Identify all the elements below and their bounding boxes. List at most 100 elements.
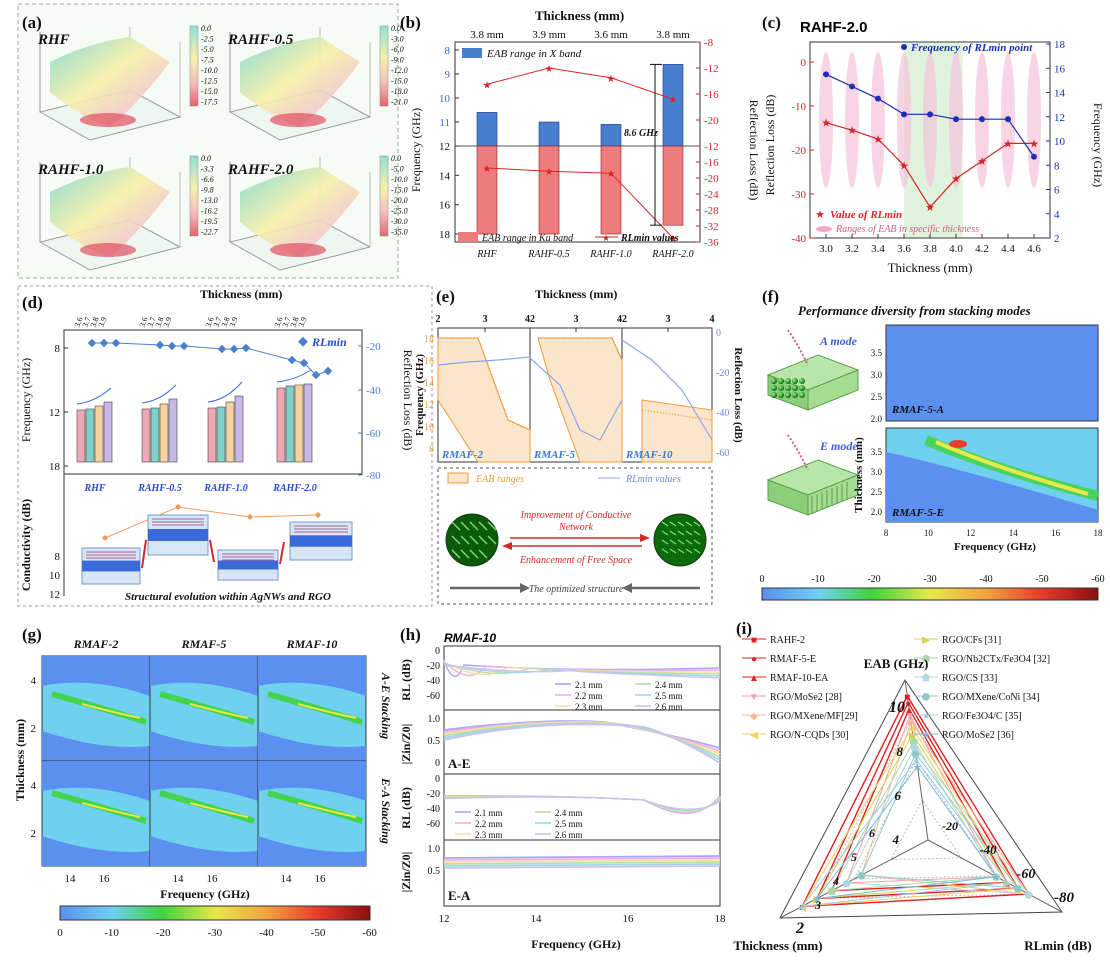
mode-label: A mode (819, 334, 858, 348)
legend-label: 2.6 mm (655, 702, 683, 712)
heatmap-label: RMAF-5-E (891, 507, 944, 519)
y2-tick-label: -20 (704, 173, 719, 185)
y-tick-label: -40 (791, 233, 806, 245)
x-tick-label: 3.4 (871, 243, 885, 255)
surface-colorbar-tick: -15.0 (391, 77, 408, 86)
heatmap-label: RMAF-5-A (891, 404, 944, 416)
legend-label: 2.2 mm (475, 819, 503, 829)
panel-d-ylabel: Frequency (GHz) (19, 358, 33, 442)
network-fiber (693, 521, 701, 527)
thickness-label: 3.8 mm (470, 29, 504, 41)
fiber-end (785, 385, 791, 391)
panel-h-label: (h) (400, 625, 421, 644)
y-tick-label: 14 (439, 170, 451, 182)
legend-marker: ◀ (750, 730, 758, 741)
panel-h-xlabel: Frequency (GHz) (531, 937, 620, 951)
frequency-bar (285, 385, 295, 463)
x-tick-label: 14 (65, 873, 77, 885)
rlmin-point (155, 340, 165, 350)
y2-tick-label: 14 (1054, 88, 1066, 100)
surface-subplot: RAHF-2.0 0.0 -5.0-10.0 -15.0-20.0 -25.0-30.0… (227, 154, 408, 271)
radar-marker: ▶ (1003, 878, 1011, 889)
axis-label-rlmin: RLmin (dB) (1024, 938, 1092, 953)
network-fiber (478, 521, 488, 531)
network-fiber (661, 539, 669, 545)
rlmin-point (229, 344, 239, 354)
y2-tick-label: 0 (716, 328, 721, 339)
x-tick-label: 10 (924, 528, 934, 538)
eab-tick: 6 (895, 788, 902, 803)
network-fiber (460, 549, 470, 559)
x-tick-label: 14 (281, 873, 293, 885)
surface-subplot: RHF 0.0 -2.5-5.0 -7.5-10.0 -12.5-15.0 -17.5 (37, 24, 218, 141)
surface-colorbar-tick: -5.0 (391, 165, 404, 174)
thickness-sub-label: 3.7 (212, 316, 224, 328)
thickness-sub-label: 3.8 (289, 316, 301, 328)
z-tick: 0 (435, 758, 440, 769)
eab-tick: 10 (889, 699, 905, 716)
frequency-bar (294, 384, 304, 463)
trend-curve (76, 387, 112, 405)
rlmin-point: ★ (951, 174, 961, 186)
radar-spoke (779, 839, 929, 919)
rlmin-point: ★ (821, 118, 831, 130)
freq-point (901, 111, 907, 118)
network-fiber (669, 521, 677, 527)
z-ylabel: |Zin/Z0| (399, 724, 413, 765)
freq-point (979, 116, 985, 123)
panel-d-top-title: Thickness (mm) (200, 287, 282, 301)
panel-f: (f) Performance diversity from stacking … (760, 287, 1105, 601)
colorbar-tick: -10 (811, 574, 824, 585)
stacking-illustration: E mode (766, 434, 860, 516)
subplot-label: RMAF-5 (533, 449, 575, 461)
colorbar-tick: -30 (923, 574, 936, 585)
radar-marker: ⬣ (1013, 884, 1022, 895)
surface-colorbar-tick: -19.5 (201, 217, 218, 226)
freq-point (849, 83, 855, 90)
panel-d-y2label: Reflection Loss (dB) (401, 350, 415, 451)
heatmap-e-min (949, 440, 967, 448)
legend-label: EAB range in Ku band (481, 233, 574, 244)
y-tick-label: 12 (439, 141, 450, 153)
colorbar-tick: -30 (207, 927, 222, 939)
rl-curve-ea (443, 796, 721, 810)
subplot-label: RMAF-10 (625, 449, 673, 461)
panel-d-frame (17, 285, 433, 607)
y2-tick-label: -24 (704, 189, 719, 201)
arrow-head (520, 583, 530, 593)
legend-label: 2.3 mm (575, 702, 603, 712)
thickness-sub-label: 3.9 (162, 316, 174, 328)
row-label: E-A Stacking (379, 777, 393, 844)
surface-colorbar-tick: -2.5 (201, 35, 214, 44)
thickness-sub-label: 3.7 (281, 316, 293, 328)
network-fiber (677, 530, 685, 536)
surface-colorbar-tick: -25.0 (391, 207, 408, 216)
fiber-end (778, 378, 784, 384)
legend-label: RGO/MXene/MF[29] (770, 711, 858, 722)
panel-b-top-title: Thickness (mm) (535, 8, 624, 23)
legend-label: 2.6 mm (555, 830, 583, 840)
surface-colorbar (189, 155, 199, 237)
x-tick-label: 16 (99, 873, 111, 885)
y2-tick-label: -20 (366, 341, 381, 353)
radar-marker: ⬟ (1024, 890, 1033, 901)
legend-label: RLmin values (620, 233, 679, 244)
legend-swatch (447, 472, 469, 484)
subplot-axes (443, 839, 721, 907)
z-curve-ea (443, 859, 721, 863)
legend-marker: ◆ (750, 711, 758, 722)
rl-ylabel: RL (dB) (399, 659, 413, 701)
colorbar-tick: -50 (311, 927, 326, 939)
x-band-bar (538, 121, 560, 147)
y2-tick-label: -12 (704, 141, 719, 153)
legend-swatch (462, 48, 482, 58)
freq-point (875, 95, 881, 102)
x-tick-label: 16 (315, 873, 327, 885)
layer-core (148, 529, 208, 541)
y-tick-label: 10 (439, 93, 451, 105)
rlmin-tick: -40 (979, 842, 997, 857)
ku-band-bar (600, 145, 622, 235)
legend-label: 2.5 mm (655, 691, 683, 701)
frequency-bar (276, 387, 286, 463)
rlmin-line (825, 122, 1034, 209)
